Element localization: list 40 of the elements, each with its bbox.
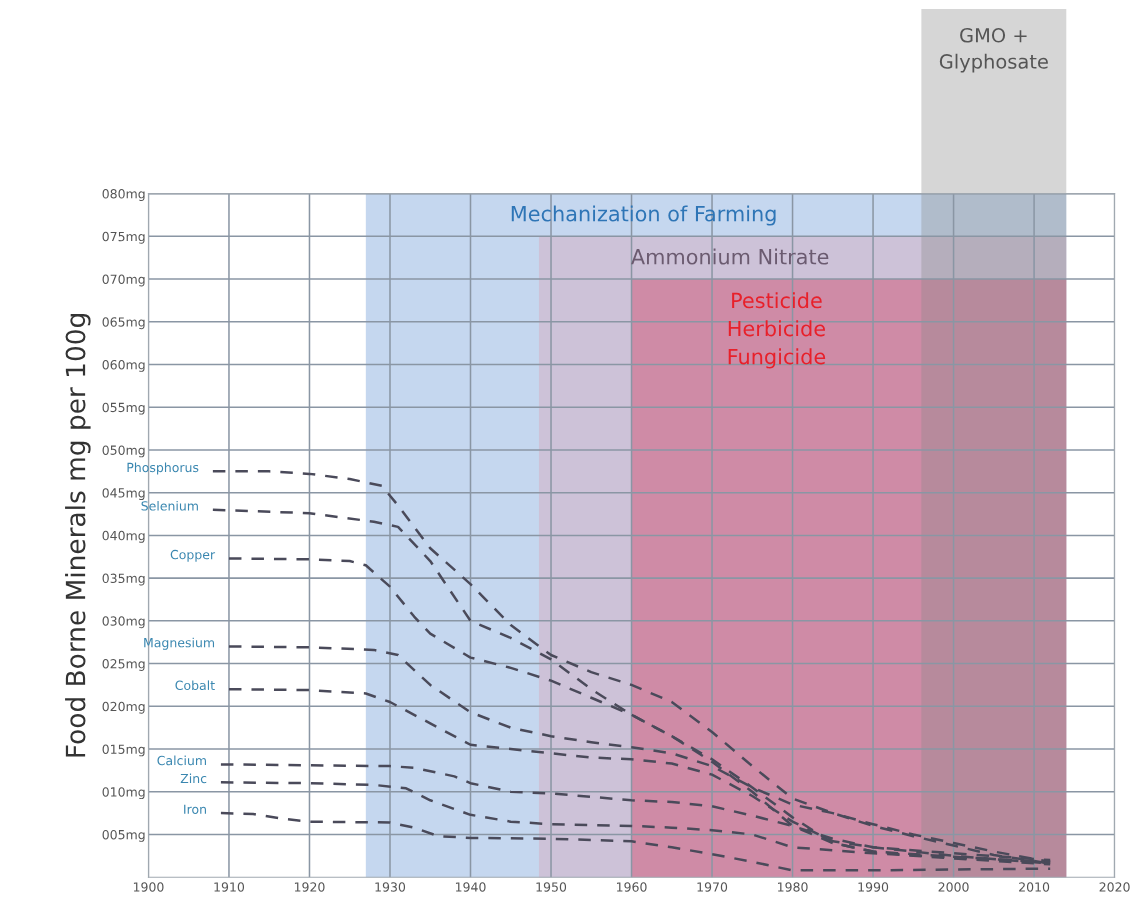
x-tick-label: 1970 [697,882,728,892]
series-label: Phosphorus [127,462,199,475]
x-tick-label: 1990 [858,882,889,892]
series-label: Zinc [180,773,207,784]
y-tick-label: 075mg [102,231,145,244]
y-tick-label: 045mg [102,488,145,501]
band-label: Mechanization of Farming [511,205,776,226]
x-tick-label: 2010 [1019,882,1050,892]
y-tick-label: 010mg [102,787,145,800]
y-tick-label: 035mg [102,573,145,586]
y-tick-label: 065mg [102,317,145,330]
y-tick-label: 040mg [102,530,145,543]
x-tick-label: 1950 [536,882,567,892]
y-tick-label: 030mg [102,616,145,629]
y-tick-label: 070mg [102,274,145,287]
y-axis-title: Food Borne Minerals mg per 100g [65,314,91,757]
y-tick-label: 005mg [102,829,145,842]
y-tick-label: 050mg [102,445,145,458]
y-tick-label: 080mg [102,189,145,201]
x-tick-label: 1940 [455,882,486,892]
y-tick-label: 015mg [102,744,145,757]
y-tick-label: 055mg [102,402,145,415]
x-tick-label: 2020 [1099,882,1130,892]
series-label: Copper [170,549,216,562]
x-tick-label: 1980 [778,882,808,892]
series-label: Cobalt [175,680,215,691]
band-label: GMO + Glyphosate [939,27,1048,73]
series-label: Calcium [157,755,206,766]
x-tick-label: 1900 [133,882,164,892]
x-tick-label: 2000 [938,882,969,892]
series-label: Selenium [141,500,198,511]
series-label: Magnesium [144,637,215,650]
x-tick-label: 1930 [375,882,406,892]
y-tick-label: 025mg [102,659,145,671]
y-tick-label: 020mg [102,701,145,714]
y-tick-label: 060mg [102,359,145,372]
x-tick-label: 1910 [214,882,245,892]
x-tick-label: 1960 [616,882,647,892]
series-label: Iron [184,804,206,814]
x-tick-label: 1920 [294,882,325,892]
